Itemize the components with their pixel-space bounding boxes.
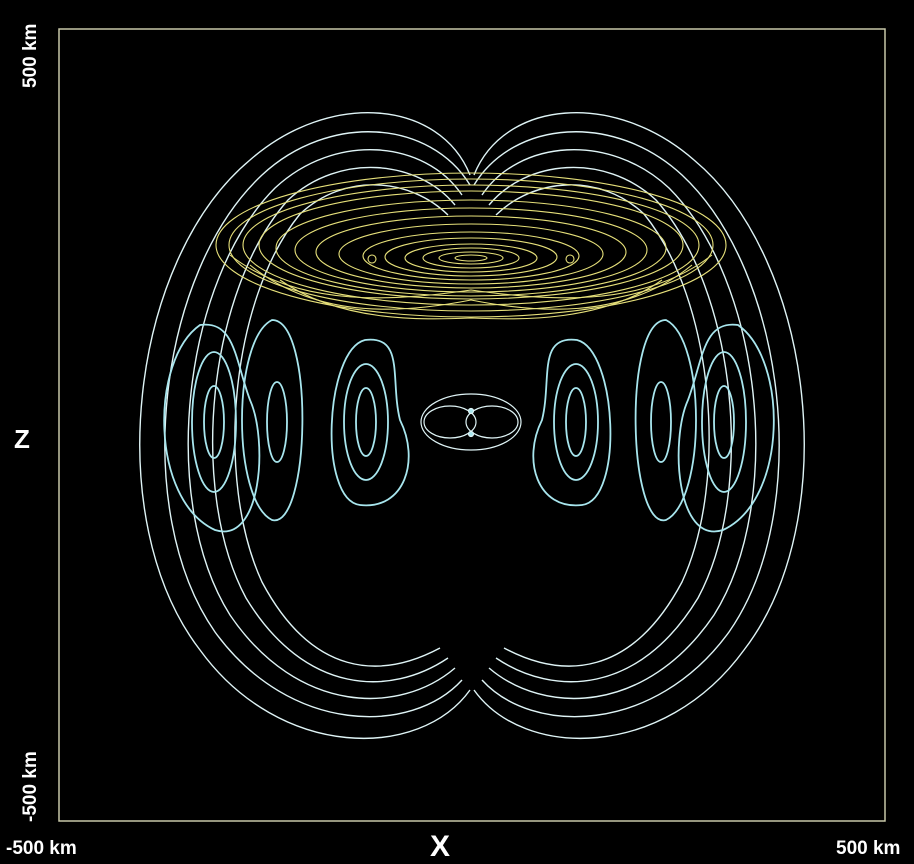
z-axis-label: Z xyxy=(14,424,30,454)
z-max-label: 500 km xyxy=(20,23,41,88)
plot-frame xyxy=(58,28,886,822)
central-dipole xyxy=(420,393,522,451)
x-min-label: -500 km xyxy=(6,838,77,859)
x-max-label: 500 km xyxy=(836,838,901,859)
field-lines xyxy=(139,112,805,740)
x-axis-label: X xyxy=(430,830,451,863)
disk-contours xyxy=(215,172,727,320)
inner-loops xyxy=(163,319,775,533)
z-min-label: -500 km xyxy=(20,751,41,822)
